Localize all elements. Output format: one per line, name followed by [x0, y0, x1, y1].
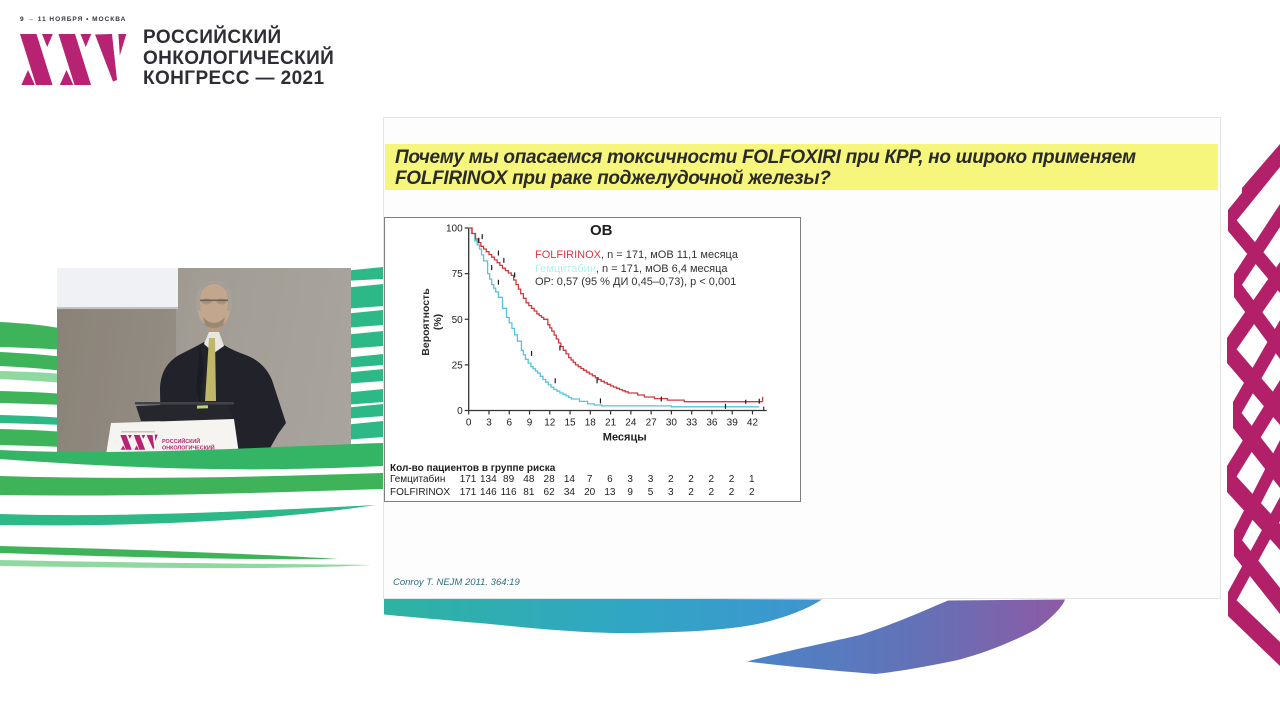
- svg-text:6: 6: [506, 418, 512, 429]
- svg-text:15: 15: [564, 418, 576, 429]
- svg-text:Месяцы: Месяцы: [603, 432, 647, 444]
- svg-text:3: 3: [486, 418, 492, 429]
- svg-text:33: 33: [686, 418, 698, 429]
- svg-text:21: 21: [605, 418, 617, 429]
- svg-text:100: 100: [446, 224, 463, 235]
- svg-text:18: 18: [585, 418, 597, 429]
- svg-text:27: 27: [646, 418, 658, 429]
- svg-text:ОНКОЛОГИЧЕСКИЙ: ОНКОЛОГИЧЕСКИЙ: [162, 444, 215, 452]
- svg-text:0: 0: [457, 406, 463, 417]
- svg-text:39: 39: [727, 418, 739, 429]
- svg-text:36: 36: [706, 418, 718, 429]
- svg-text:42: 42: [747, 418, 759, 429]
- svg-text:25: 25: [452, 360, 464, 371]
- svg-text:РОССИЙСКИЙ: РОССИЙСКИЙ: [162, 437, 200, 445]
- svg-text:50: 50: [452, 315, 464, 326]
- svg-text:0: 0: [466, 418, 472, 429]
- svg-text:24: 24: [625, 418, 637, 429]
- svg-text:75: 75: [452, 269, 464, 280]
- svg-text:30: 30: [666, 418, 678, 429]
- svg-text:12: 12: [544, 418, 556, 429]
- svg-text:9: 9: [527, 418, 533, 429]
